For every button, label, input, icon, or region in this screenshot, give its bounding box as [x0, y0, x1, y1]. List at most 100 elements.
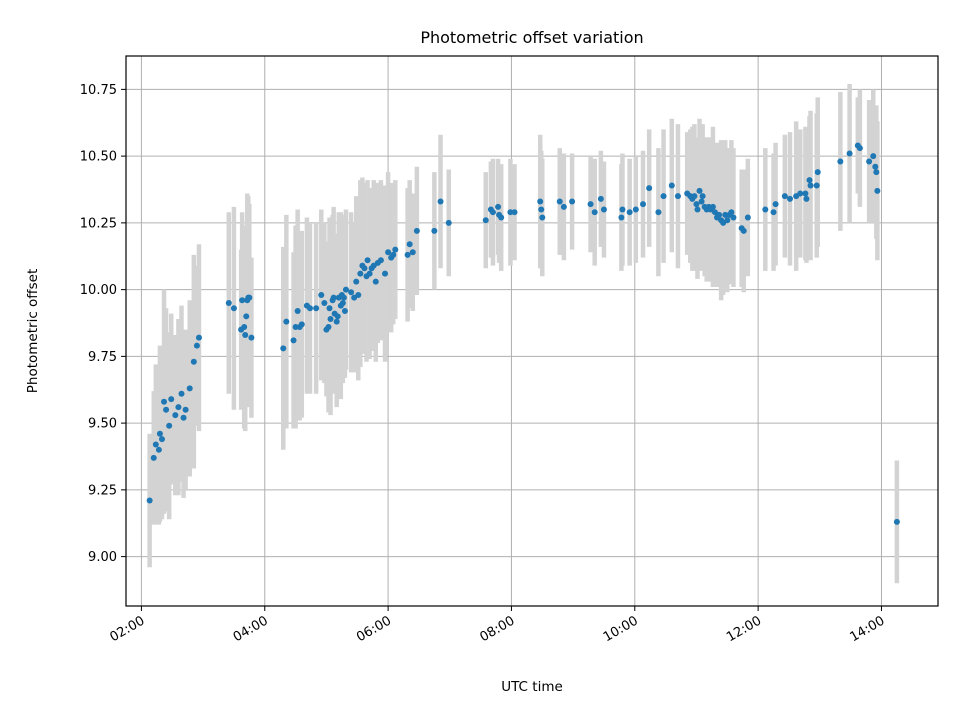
data-point: [239, 297, 246, 304]
data-point: [357, 270, 364, 277]
data-point: [294, 307, 301, 314]
data-point: [619, 206, 626, 213]
data-point: [640, 201, 647, 208]
data-point: [152, 441, 159, 448]
data-point: [195, 334, 202, 341]
data-point: [674, 193, 681, 200]
data-point: [243, 313, 250, 320]
data-point: [353, 278, 360, 285]
data-point: [158, 436, 165, 443]
data-point: [597, 195, 604, 202]
data-point: [699, 193, 706, 200]
data-point: [313, 305, 320, 312]
data-point: [724, 217, 731, 224]
data-point: [341, 307, 348, 314]
data-point: [632, 206, 639, 213]
grid: [126, 56, 938, 606]
data-point: [404, 251, 411, 258]
data-point: [873, 169, 880, 176]
data-point: [482, 217, 489, 224]
data-point: [330, 294, 337, 301]
data-point: [803, 195, 810, 202]
y-tick-label: 9.75: [88, 350, 117, 365]
y-tick-label: 9.00: [88, 550, 117, 565]
data-point: [280, 345, 287, 352]
data-point: [730, 214, 737, 221]
data-point: [326, 305, 333, 312]
data-point: [382, 270, 389, 277]
data-point: [364, 257, 371, 264]
data-point: [355, 291, 362, 298]
y-tick-label: 9.50: [88, 417, 117, 432]
data-point: [161, 398, 168, 405]
data-point: [728, 209, 735, 216]
data-point: [390, 251, 397, 258]
data-point: [361, 265, 368, 272]
data-point: [175, 404, 182, 411]
data-point: [366, 270, 373, 277]
data-point: [797, 190, 804, 197]
data-point: [409, 249, 416, 256]
data-point: [807, 182, 814, 189]
data-point: [694, 206, 701, 213]
data-point: [334, 313, 341, 320]
data-point: [806, 177, 813, 184]
data-point: [537, 198, 544, 205]
data-point: [600, 206, 607, 213]
data-point: [182, 406, 189, 413]
data-point: [814, 169, 821, 176]
data-point: [693, 201, 700, 208]
data-point: [870, 153, 877, 160]
data-point: [569, 198, 576, 205]
data-point: [802, 190, 809, 197]
data-point: [377, 257, 384, 264]
data-point: [230, 305, 237, 312]
data-points: [146, 142, 900, 525]
data-point: [740, 227, 747, 234]
y-tick-label: 10.75: [80, 83, 117, 98]
data-point: [556, 198, 563, 205]
x-axis-label: UTC time: [501, 679, 563, 695]
data-point: [646, 185, 653, 192]
data-point: [762, 206, 769, 213]
data-point: [290, 337, 297, 344]
data-point: [709, 203, 716, 210]
data-point: [342, 286, 349, 293]
data-point: [318, 291, 325, 298]
data-point: [618, 214, 625, 221]
data-point: [392, 246, 399, 253]
data-point: [698, 198, 705, 205]
data-point: [655, 209, 662, 216]
data-point: [772, 201, 779, 208]
data-point: [186, 385, 193, 392]
data-point: [893, 518, 900, 525]
data-point: [866, 158, 873, 165]
data-point: [445, 219, 452, 226]
data-point: [348, 289, 355, 296]
data-point: [241, 323, 248, 330]
data-point: [248, 334, 255, 341]
data-point: [744, 214, 751, 221]
data-point: [781, 193, 788, 200]
y-tick-label: 9.25: [88, 483, 117, 498]
data-point: [591, 209, 598, 216]
data-point: [660, 193, 667, 200]
data-point: [722, 211, 729, 218]
y-tick-label: 10.25: [80, 216, 117, 231]
data-point: [437, 198, 444, 205]
data-point: [146, 497, 153, 504]
data-point: [560, 203, 567, 210]
data-point: [178, 390, 185, 397]
data-point: [333, 318, 340, 325]
data-point: [813, 182, 820, 189]
data-point: [339, 299, 346, 306]
data-point: [837, 158, 844, 165]
data-point: [156, 430, 163, 437]
data-point: [372, 278, 379, 285]
data-point: [507, 209, 514, 216]
plot-frame: [125, 55, 939, 607]
data-point: [321, 299, 328, 306]
data-point: [413, 227, 420, 234]
